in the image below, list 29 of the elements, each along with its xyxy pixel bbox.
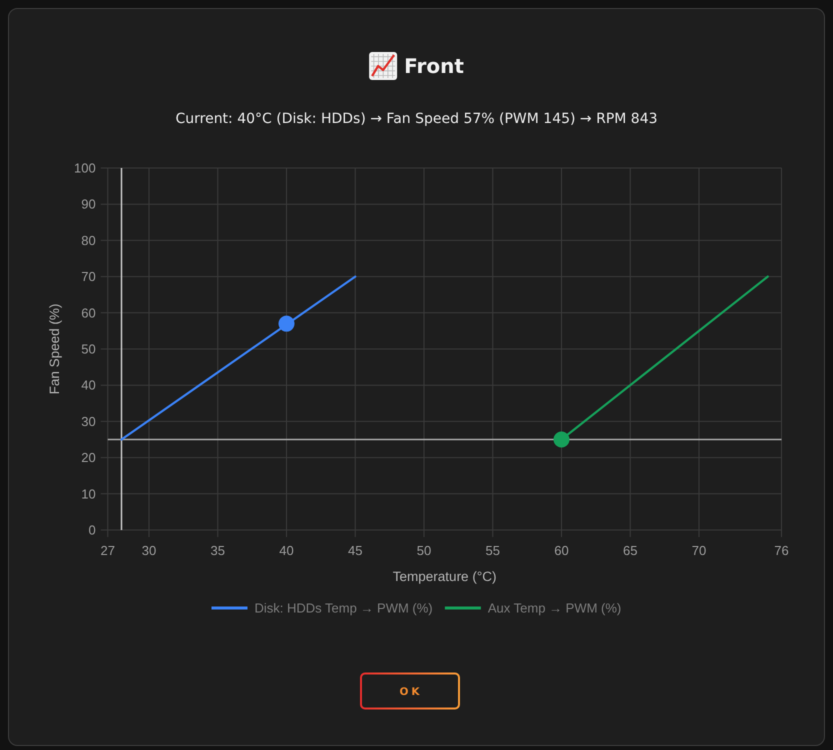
x-tick-label: 27	[100, 543, 115, 558]
y-tick-label: 70	[81, 269, 96, 284]
y-tick-label: 20	[81, 450, 96, 466]
x-tick-label: 55	[486, 543, 500, 558]
chart-title: Front	[404, 54, 464, 78]
y-tick-label: 40	[81, 378, 96, 393]
legend-label: Disk: HDDs Temp → PWM (%)	[254, 600, 433, 616]
y-tick-label: 0	[88, 522, 96, 538]
y-tick-label: 100	[74, 160, 96, 176]
y-tick-label: 50	[81, 342, 96, 356]
x-tick-label: 35	[210, 543, 225, 558]
legend-label: Aux Temp → PWM (%)	[488, 600, 622, 616]
y-tick-label: 80	[81, 232, 96, 248]
y-tick-label: 30	[81, 414, 96, 429]
y-axis-title: Fan Speed (%)	[47, 304, 62, 394]
x-axis-title: Temperature (°C)	[392, 569, 496, 584]
x-tick-label: 70	[692, 543, 706, 558]
x-tick-label: 30	[142, 543, 156, 558]
x-tick-label: 45	[348, 543, 362, 558]
x-tick-label: 60	[554, 543, 569, 558]
chart-subtitle: Current: 40°C (Disk: HDDs) → Fan Speed 57% (PWM 145) → RPM 843	[175, 111, 658, 127]
x-tick-label: 76	[774, 543, 789, 558]
x-tick-label: 65	[623, 543, 638, 558]
x-tick-label: 50	[416, 543, 432, 558]
y-tick-label: 90	[81, 196, 96, 212]
text: OK	[399, 686, 423, 698]
y-tick-label: 10	[81, 486, 96, 502]
y-tick-label: 60	[81, 305, 96, 320]
x-tick-label: 40	[279, 543, 294, 558]
